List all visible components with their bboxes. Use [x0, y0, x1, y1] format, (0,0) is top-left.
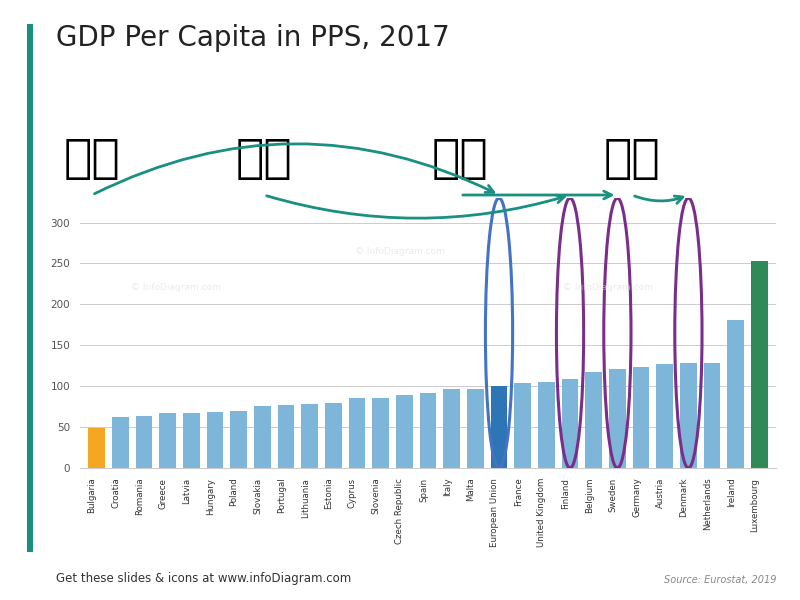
Text: 127: 127 — [662, 366, 668, 380]
Text: Source: Eurostat, 2019: Source: Eurostat, 2019 — [663, 575, 776, 585]
Text: 49: 49 — [94, 430, 99, 439]
Text: 128: 128 — [686, 365, 691, 379]
Text: 🇩🇰: 🇩🇰 — [604, 136, 660, 181]
Text: 67: 67 — [188, 415, 194, 424]
Text: 🇪🇺: 🇪🇺 — [64, 136, 120, 181]
Text: 117: 117 — [590, 374, 597, 388]
Bar — [538, 382, 554, 468]
Bar — [657, 364, 673, 468]
Bar — [562, 379, 578, 468]
Bar — [372, 398, 389, 468]
Text: 62: 62 — [118, 419, 123, 428]
Text: 89: 89 — [402, 397, 407, 406]
Text: 253: 253 — [757, 263, 762, 277]
Text: Get these slides & icons at www.infoDiagram.com: Get these slides & icons at www.infoDiag… — [56, 572, 351, 585]
Text: 🇫🇮: 🇫🇮 — [236, 136, 292, 181]
Text: 68: 68 — [212, 414, 218, 423]
Bar — [467, 389, 484, 468]
Bar — [633, 367, 650, 468]
Bar — [443, 389, 460, 468]
Text: 67: 67 — [165, 415, 170, 424]
Text: 78: 78 — [306, 406, 313, 415]
Text: © InfoDiagram.com: © InfoDiagram.com — [563, 283, 653, 292]
Bar — [490, 386, 507, 468]
Text: 100: 100 — [496, 388, 502, 401]
Bar — [136, 416, 152, 468]
Bar — [206, 412, 223, 468]
Text: GDP Per Capita in PPS, 2017: GDP Per Capita in PPS, 2017 — [56, 24, 450, 52]
Text: 96: 96 — [449, 391, 454, 400]
Text: 124: 124 — [638, 368, 644, 382]
Text: 77: 77 — [283, 407, 289, 416]
Bar — [325, 403, 342, 468]
Bar — [680, 363, 697, 468]
Text: 70: 70 — [236, 412, 242, 422]
Bar — [159, 413, 176, 468]
Bar — [420, 393, 436, 468]
Bar — [704, 363, 720, 468]
Bar — [751, 261, 768, 468]
Text: 104: 104 — [520, 385, 526, 398]
Text: © InfoDiagram.com: © InfoDiagram.com — [355, 247, 445, 257]
Text: 92: 92 — [425, 394, 431, 404]
Bar — [349, 398, 366, 468]
Text: 76: 76 — [259, 407, 266, 417]
Text: 128: 128 — [709, 365, 715, 379]
Bar — [302, 404, 318, 468]
Text: 109: 109 — [567, 380, 573, 394]
Bar — [254, 406, 270, 468]
Text: 85: 85 — [378, 400, 384, 409]
Text: 79: 79 — [330, 405, 336, 414]
Bar — [396, 395, 413, 468]
Text: 121: 121 — [614, 371, 620, 385]
Bar — [727, 320, 744, 468]
Text: © InfoDiagram.com: © InfoDiagram.com — [131, 283, 221, 292]
Text: 🇸🇪: 🇸🇪 — [432, 136, 488, 181]
Bar — [586, 372, 602, 468]
Text: 96: 96 — [472, 391, 478, 400]
Bar — [88, 428, 105, 468]
Text: 105: 105 — [543, 384, 550, 398]
Bar — [609, 369, 626, 468]
Bar — [230, 411, 247, 468]
Text: 63: 63 — [141, 418, 147, 427]
Bar — [183, 413, 199, 468]
Text: 181: 181 — [733, 322, 738, 335]
Bar — [112, 417, 129, 468]
Bar — [514, 383, 531, 468]
Text: 85: 85 — [354, 400, 360, 409]
Bar — [278, 405, 294, 468]
